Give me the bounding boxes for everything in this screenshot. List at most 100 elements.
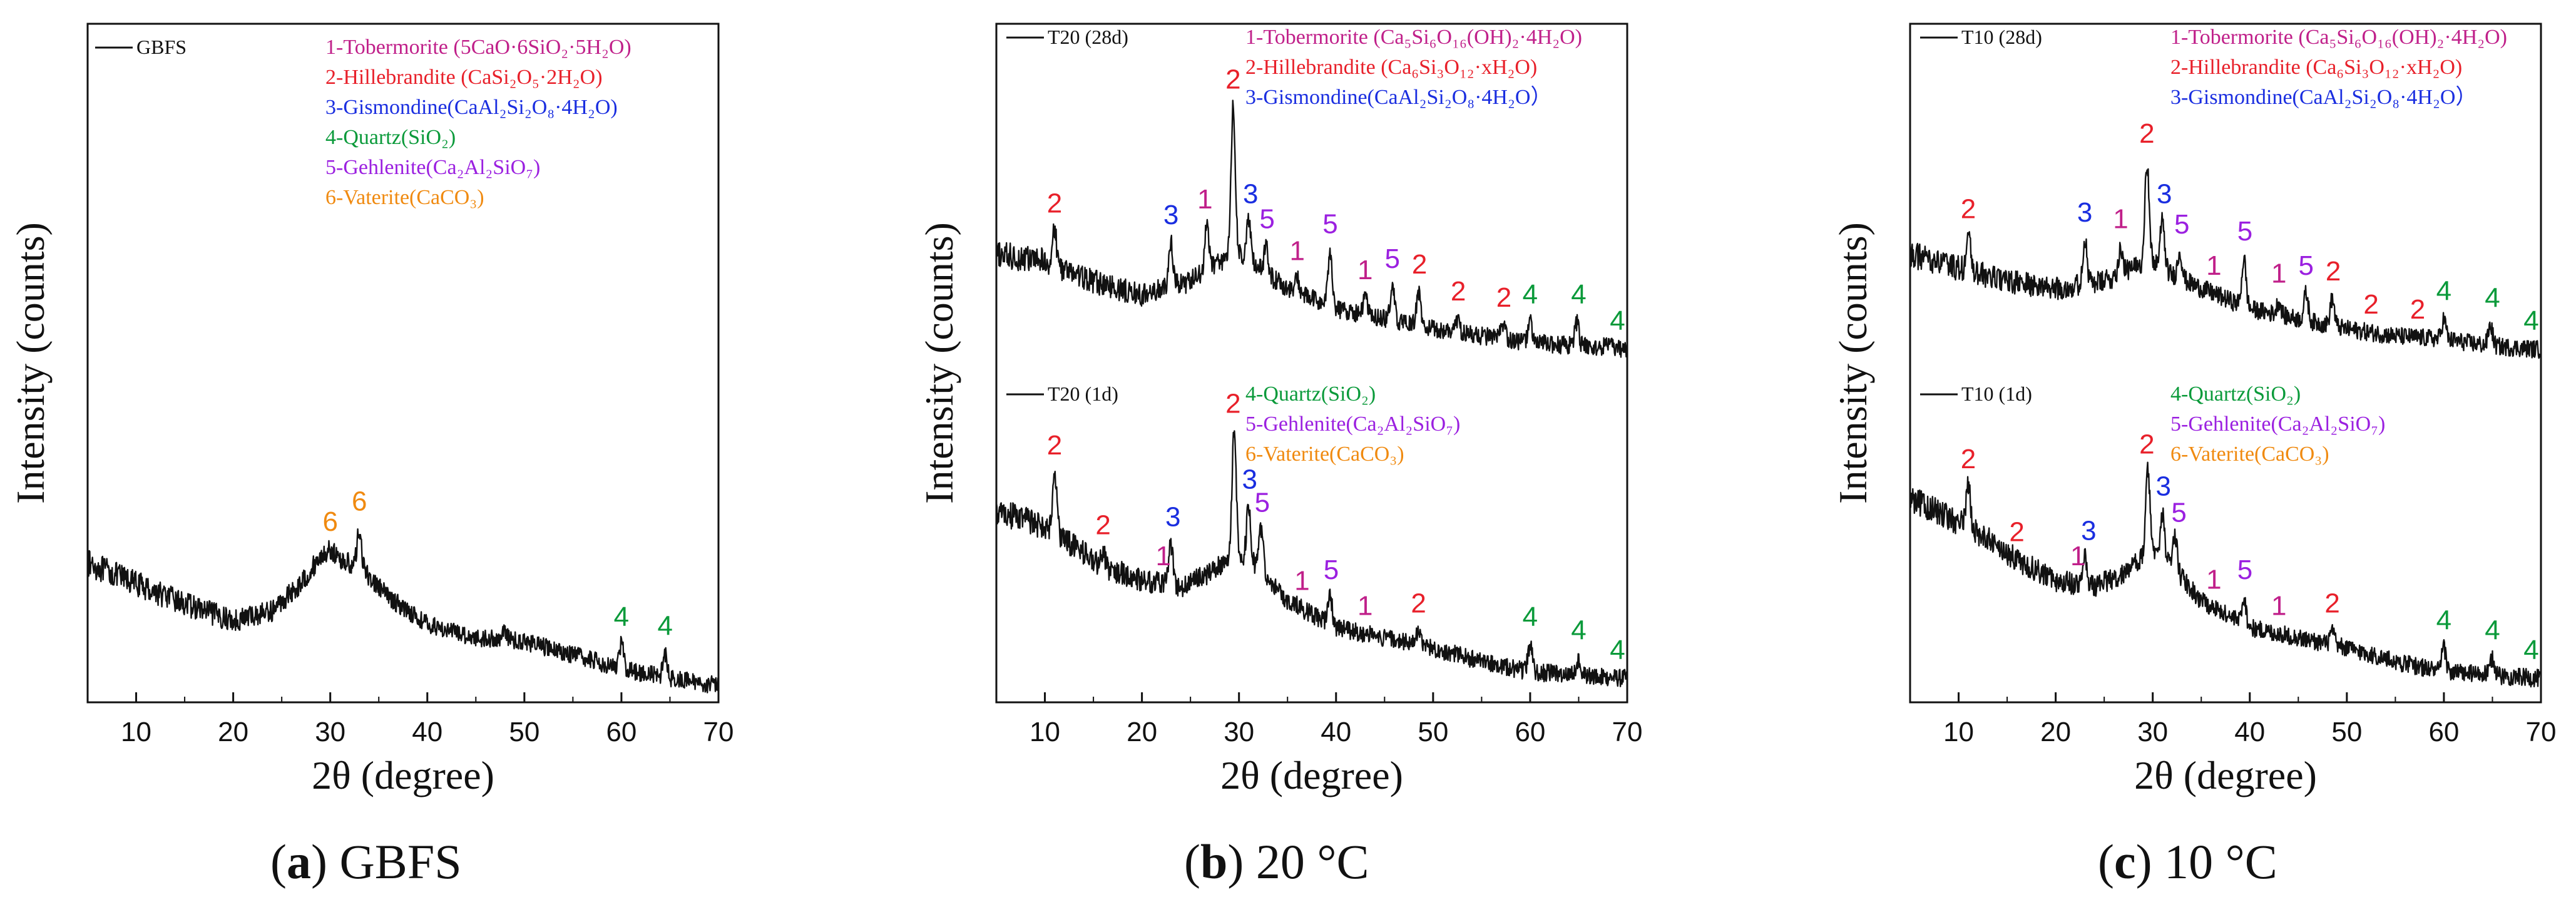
peak-label-4: 4 [2523,635,2538,665]
peak-label-5: 5 [1384,243,1399,274]
x-tick-label: 40 [412,717,442,747]
x-tick-label: 30 [315,717,345,747]
x-tick-label: 60 [606,717,636,747]
y-axis-label: Intensity (counts) [1831,222,1875,504]
peak-label-3: 3 [1243,179,1258,210]
phase-legend-3: 3-Gismondine(CaAl₂Si₂O₈·4H₂O) [325,96,618,119]
peak-label-4: 4 [2436,605,2451,635]
peak-label-2: 2 [1451,276,1466,307]
x-axis-label: 2θ (degree) [312,753,494,797]
phase-legend-6: 6-Vaterite(CaCO₃) [325,186,484,209]
peak-label-1: 1 [2113,203,2128,234]
peak-label-5: 5 [2171,498,2186,528]
x-tick-label: 50 [2331,717,2362,747]
x-tick-label: 60 [1515,717,1545,747]
plot-frame [1909,23,2542,704]
peak-label-2: 2 [1225,389,1240,419]
peak-label-1: 1 [1357,591,1372,622]
phase-legend-5: 5-Gehlenite(Ca₂Al₂SiO₇) [2170,413,2385,436]
peak-label-3: 3 [1242,464,1257,495]
x-tick-label: 10 [1943,717,1974,747]
peak-label-2: 2 [2410,294,2425,325]
peak-label-4: 4 [614,602,629,632]
peak-label-5: 5 [2174,209,2189,240]
caption-c: (c) 10 °C [2098,834,2277,889]
legend-series-name: GBFS [136,36,187,58]
peak-label-1: 1 [1357,255,1372,285]
peak-label-2: 2 [1225,64,1240,95]
x-tick-label: 50 [1418,717,1448,747]
caption-c-text: 10 °C [2164,834,2277,889]
peak-label-1: 1 [1294,565,1309,596]
panel-c-10c: 10 20 30 40 50 60 70 2θ (degree) Intensity (coun… [1831,23,2557,797]
xrd-trace-gbfs [86,528,719,694]
peak-label-4: 4 [2485,282,2500,313]
peak-label-4: 4 [1571,279,1586,310]
peak-label-2: 2 [1961,193,1976,224]
peak-label-4: 4 [1523,602,1538,632]
phase-legend-2: 2-Hillebrandite (Ca₆Si₃O₁₂·xH₂O) [1245,56,1537,79]
peak-label-2: 2 [1412,249,1427,280]
peak-label-1: 1 [2206,250,2221,281]
peak-label-1: 1 [2206,565,2221,595]
peak-label-2: 2 [1047,430,1062,461]
peak-label-3: 3 [1163,200,1178,230]
peak-label-4: 4 [1523,279,1538,310]
peak-label-4: 4 [2523,305,2538,336]
peak-label-1: 1 [2271,591,2286,622]
plot-frame [86,23,720,704]
x-tick-label: 10 [121,717,151,747]
xrd-trace-t20-1d- [995,430,1628,687]
x-tick-label: 70 [1612,717,1643,747]
phase-legend-3: 3-Gismondine(CaAl₂Si₂O₈·4H₂O） [2170,85,2476,109]
peak-label-5: 5 [1255,487,1270,518]
peak-label-1: 1 [1155,541,1170,571]
x-axis-label: 2θ (degree) [2134,753,2317,797]
peak-label-2: 2 [2324,588,2339,619]
phase-legend-1: 1-Tobermorite (5CaO·6SiO₂·5H₂O) [325,36,631,59]
peak-label-2: 2 [1961,444,1976,474]
phase-legend-1: 1-Tobermorite (Ca₅Si₆O₁₆(OH)₂·4H₂O) [2170,26,2507,49]
peak-label-3: 3 [2156,471,2171,502]
peak-label-2: 2 [1047,188,1062,219]
x-axis-label: 2θ (degree) [1220,753,1403,797]
peak-label-2: 2 [1095,510,1110,541]
peak-label-5: 5 [2237,216,2252,247]
x-tick-label: 20 [218,717,248,747]
y-axis-label: Intensity (counts) [917,222,961,504]
legend-series-name: T20 (28d) [1048,26,1128,48]
peak-label-2: 2 [2009,516,2024,547]
phase-legend-5: 5-Gehlenite(Ca₂Al₂SiO₇) [325,156,540,179]
x-tick-label: 70 [2526,717,2557,747]
peak-label-5: 5 [1259,204,1274,235]
phase-legend-6: 6-Vaterite(CaCO₃) [2170,443,2329,466]
caption-b: (b) 20 °C [1184,834,1369,889]
phase-legend-3: 3-Gismondine(CaAl₂Si₂O₈·4H₂O） [1245,85,1551,109]
legend-series-name: T10 (1d) [1961,382,2032,405]
peak-label-4: 4 [1571,615,1586,646]
peak-label-6: 6 [352,486,367,517]
x-tick-label: 30 [2137,717,2168,747]
legend-series-name: T10 (28d) [1961,26,2042,48]
peak-label-1: 1 [1197,184,1212,215]
phase-legend-4: 4-Quartz(SiO₂) [325,126,456,149]
panel-b-20c: 10 20 30 40 50 60 70 2θ (degree) Intensity (coun… [917,23,1643,797]
xrd-trace-t10-1d- [1909,461,2541,688]
peak-label-3: 3 [2081,516,2096,546]
phase-legend-5: 5-Gehlenite(Ca₂Al₂SiO₇) [1245,413,1460,436]
caption-a-text: GBFS [339,834,462,889]
peak-label-1: 1 [1289,236,1304,267]
peak-label-3: 3 [2157,179,2172,210]
x-tick-label: 50 [509,717,539,747]
xrd-trace-t20-28d- [995,100,1628,358]
peak-label-3: 3 [2077,197,2092,228]
caption-a: (a) GBFS [270,834,462,889]
peak-label-2: 2 [2139,118,2154,149]
x-tick-label: 60 [2428,717,2459,747]
caption-c-letter: c [2113,834,2136,889]
peak-label-4: 4 [1610,635,1625,665]
x-tick-label: 40 [1321,717,1351,747]
peak-label-5: 5 [1324,555,1339,585]
phase-legend-4: 4-Quartz(SiO₂) [1245,382,1376,406]
plot-frame [995,23,1628,704]
